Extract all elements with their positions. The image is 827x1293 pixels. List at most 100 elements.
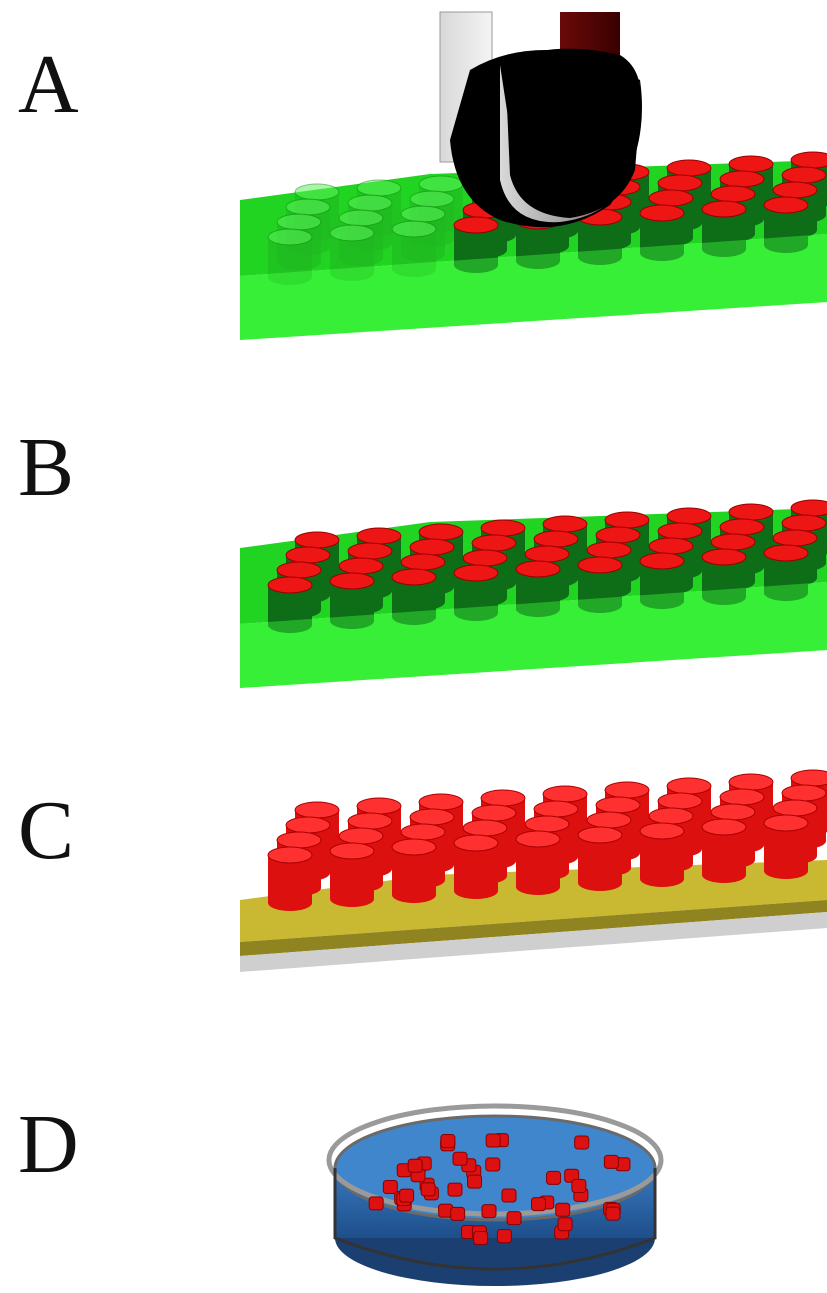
cylinder-top (773, 530, 817, 546)
cylinder-top (711, 804, 755, 820)
cylinder-top (720, 789, 764, 805)
cylinder-top (791, 500, 827, 516)
particle (558, 1218, 572, 1231)
cylinder-top (667, 778, 711, 794)
cylinder-top (277, 832, 321, 848)
cylinder-top (454, 835, 498, 851)
cylinder-top (649, 808, 693, 824)
illustrations (240, 12, 827, 1286)
cylinder-top (729, 156, 773, 172)
cylinder (640, 823, 684, 887)
cylinder-top (472, 805, 516, 821)
cylinder-top (649, 538, 693, 554)
cylinder-top (268, 847, 312, 863)
cylinder-top (773, 800, 817, 816)
cylinder-top (702, 549, 746, 565)
cylinder (392, 839, 436, 903)
cylinder-top (481, 790, 525, 806)
cylinder-top (764, 815, 808, 831)
panel-label: B (18, 421, 74, 514)
cylinder-top (348, 813, 392, 829)
cylinder-top (277, 214, 321, 230)
cylinder-top (720, 171, 764, 187)
cylinder-top (534, 801, 578, 817)
cylinder-top (330, 843, 374, 859)
panel-label: A (18, 38, 79, 131)
cylinder-top (295, 802, 339, 818)
particle (453, 1152, 467, 1165)
particle (606, 1207, 620, 1220)
cylinder (764, 815, 808, 879)
cylinder-top (773, 182, 817, 198)
cylinder (578, 827, 622, 891)
cylinder-top (596, 797, 640, 813)
particle (572, 1179, 586, 1192)
cylinder-top (525, 816, 569, 832)
particle (421, 1183, 435, 1196)
particle (575, 1136, 589, 1149)
cylinder-top (782, 785, 826, 801)
cylinder-top (419, 524, 463, 540)
cylinder-top (543, 516, 587, 532)
particle (441, 1135, 455, 1148)
cylinder-top (525, 546, 569, 562)
cylinder-top (286, 199, 330, 215)
cylinder (516, 831, 560, 895)
particle (408, 1159, 422, 1172)
cylinder-top (649, 190, 693, 206)
cylinder-top (764, 545, 808, 561)
cylinder-top (286, 817, 330, 833)
cylinder-top (330, 573, 374, 589)
cylinder-top (720, 519, 764, 535)
cylinder-top (667, 160, 711, 176)
cylinder-top (339, 558, 383, 574)
cylinder-top (658, 523, 702, 539)
cylinder-top (640, 205, 684, 221)
cylinder-top (605, 512, 649, 528)
cylinder (454, 835, 498, 899)
cylinder-top (667, 508, 711, 524)
cylinder-top (454, 565, 498, 581)
cylinder-top (791, 770, 827, 786)
cylinder-top (410, 191, 454, 207)
cylinder-top (702, 819, 746, 835)
cylinder-top (357, 798, 401, 814)
cylinder-top (596, 527, 640, 543)
particle (482, 1205, 496, 1218)
page: A B C D (0, 0, 827, 1293)
particle (400, 1189, 414, 1202)
cylinder-top (454, 217, 498, 233)
particle (502, 1189, 516, 1202)
cylinder-top (392, 569, 436, 585)
particle (556, 1203, 570, 1216)
cylinder-top (791, 152, 827, 168)
cylinder-top (587, 812, 631, 828)
cylinder-top (348, 195, 392, 211)
cylinder-top (702, 201, 746, 217)
particle (497, 1230, 511, 1243)
particle (451, 1207, 465, 1220)
cylinder-top (729, 774, 773, 790)
cylinder-top (729, 504, 773, 520)
cylinder-top (782, 167, 826, 183)
cylinder-top (516, 831, 560, 847)
particle (486, 1134, 500, 1147)
cylinder-top (605, 782, 649, 798)
particle (531, 1198, 545, 1211)
cylinder-top (711, 186, 755, 202)
cylinder-top (764, 197, 808, 213)
cylinder-top (543, 786, 587, 802)
cylinder-top (268, 577, 312, 593)
cylinder-top (410, 539, 454, 555)
cylinder-top (463, 820, 507, 836)
cylinder-top (339, 828, 383, 844)
particle (604, 1155, 618, 1168)
cylinder (268, 847, 312, 911)
cylinder (330, 843, 374, 907)
cylinder-top (401, 824, 445, 840)
cylinder-top (348, 543, 392, 559)
cylinder-top (392, 221, 436, 237)
cylinder-top (711, 534, 755, 550)
cylinder-top (410, 809, 454, 825)
cylinder-top (286, 547, 330, 563)
